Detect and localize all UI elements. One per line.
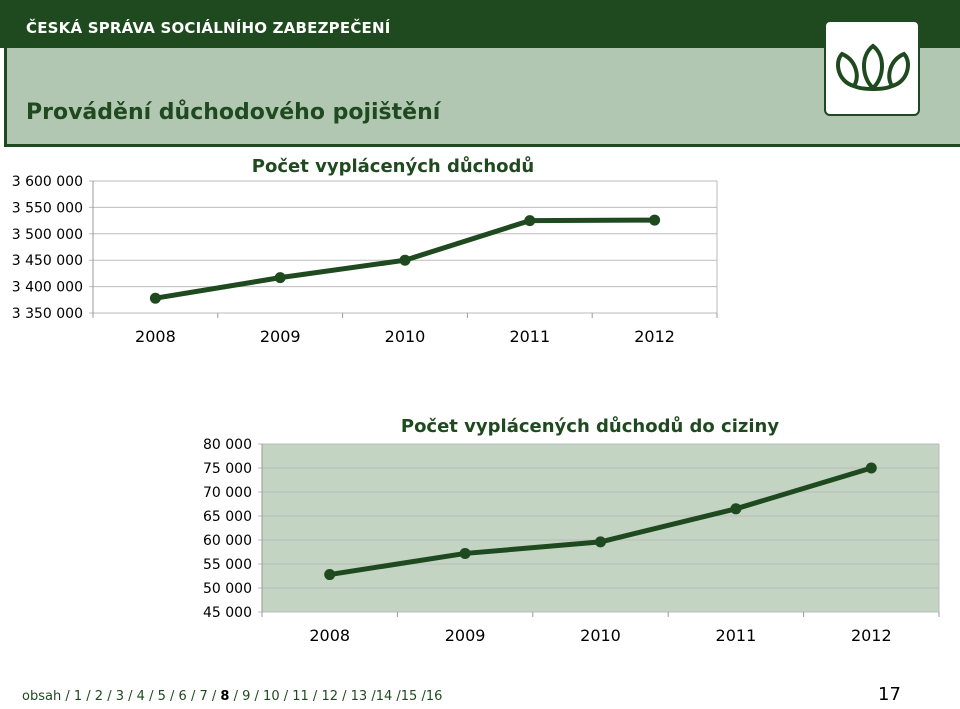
foreign-pensions-chart: 45 000 50 000 55 000 60 000 65 000 70 000 75 0… xyxy=(203,415,940,645)
nav-separator: / xyxy=(250,689,264,704)
y-tick-label: 3 600 000 xyxy=(12,174,83,190)
nav-separator: / xyxy=(165,689,179,704)
y-tick-label: 3 550 000 xyxy=(12,200,83,216)
lotus-leaf-logo-icon xyxy=(836,43,910,91)
y-tick-label: 55 000 xyxy=(203,557,252,573)
x-tick-label: 2009 xyxy=(260,327,301,346)
nav-page-link-4[interactable]: 4 xyxy=(136,689,145,704)
nav-page-link-11[interactable]: 11 xyxy=(292,689,309,704)
data-point xyxy=(399,254,411,266)
y-tick-label: 80 000 xyxy=(203,437,252,453)
nav-page-link-13[interactable]: 13 xyxy=(350,689,368,704)
organization-name: ČESKÁ SPRÁVA SOCIÁLNÍHO ZABEZPEČENÍ xyxy=(26,19,391,37)
slide-navigation: obsah / 1 / 2 / 3 / 4 / 5 / 6 / 7 / 8 / … xyxy=(22,689,442,704)
y-tick-label: 3 350 000 xyxy=(12,306,83,322)
nav-page-link-6[interactable]: 6 xyxy=(178,689,187,704)
y-tick-label: 3 500 000 xyxy=(12,227,83,243)
nav-page-link-15[interactable]: 15 xyxy=(400,689,418,704)
nav-page-link-9[interactable]: 9 xyxy=(242,689,251,704)
x-tick-label: 2012 xyxy=(634,327,675,346)
nav-page-link-16[interactable]: 16 xyxy=(425,689,443,704)
nav-separator: / xyxy=(82,689,95,704)
nav-page-link-8[interactable]: 8 xyxy=(220,689,230,704)
y-tick-label: 3 450 000 xyxy=(12,253,83,269)
plot-area xyxy=(262,444,939,612)
x-tick-label: 2011 xyxy=(716,626,757,645)
data-point xyxy=(274,272,286,284)
nav-separator: / xyxy=(367,689,376,704)
data-point xyxy=(459,547,471,559)
data-point xyxy=(649,214,661,226)
x-tick-label: 2008 xyxy=(135,327,176,346)
nav-separator: / xyxy=(124,689,137,704)
x-tick-label: 2009 xyxy=(445,626,486,645)
nav-contents-link[interactable]: obsah xyxy=(22,689,62,704)
nav-separator: / xyxy=(144,689,158,704)
nav-page-link-5[interactable]: 5 xyxy=(157,689,166,704)
nav-separator: / xyxy=(61,689,74,704)
data-point xyxy=(149,292,161,304)
nav-separator: / xyxy=(207,689,221,704)
nav-separator: / xyxy=(338,689,351,704)
nav-page-link-10[interactable]: 10 xyxy=(263,689,280,704)
nav-separator: / xyxy=(308,689,322,704)
y-tick-label: 70 000 xyxy=(203,485,252,501)
x-tick-label: 2008 xyxy=(309,626,350,645)
nav-separator: / xyxy=(229,689,243,704)
nav-page-link-14[interactable]: 14 xyxy=(375,689,393,704)
y-tick-label: 60 000 xyxy=(203,533,252,549)
chart-title: Počet vyplácených důchodů do ciziny xyxy=(401,415,779,437)
chart-title: Počet vyplácených důchodů xyxy=(252,155,534,177)
nav-separator: / xyxy=(186,689,200,704)
y-tick-label: 75 000 xyxy=(203,461,252,477)
data-point xyxy=(865,462,877,474)
nav-page-link-3[interactable]: 3 xyxy=(115,689,124,704)
logo xyxy=(824,20,920,116)
page-title: Provádění důchodového pojištění xyxy=(26,100,441,125)
title-band xyxy=(4,48,960,147)
y-tick-label: 65 000 xyxy=(203,509,252,525)
nav-separator: / xyxy=(279,689,293,704)
nav-separator: / xyxy=(392,689,401,704)
data-point xyxy=(524,215,536,227)
pensions-chart: 3 350 000 3 400 000 3 450 000 3 500 000 3 55… xyxy=(12,155,718,346)
nav-page-link-12[interactable]: 12 xyxy=(321,689,338,704)
nav-page-link-2[interactable]: 2 xyxy=(94,689,104,704)
data-point xyxy=(324,569,336,581)
data-point xyxy=(730,503,742,515)
header-bar xyxy=(0,0,960,48)
y-tick-label: 45 000 xyxy=(203,605,252,621)
nav-page-link-7[interactable]: 7 xyxy=(199,689,208,704)
x-tick-label: 2010 xyxy=(580,626,621,645)
data-point xyxy=(595,536,606,548)
nav-page-link-1[interactable]: 1 xyxy=(73,689,83,704)
x-tick-label: 2012 xyxy=(851,626,892,645)
y-tick-label: 50 000 xyxy=(203,581,252,597)
page-number: 17 xyxy=(878,684,901,705)
x-tick-label: 2010 xyxy=(385,327,426,346)
y-tick-label: 3 400 000 xyxy=(12,280,83,296)
nav-separator: / xyxy=(103,689,116,704)
x-tick-label: 2011 xyxy=(509,327,550,346)
nav-separator: / xyxy=(417,689,426,704)
